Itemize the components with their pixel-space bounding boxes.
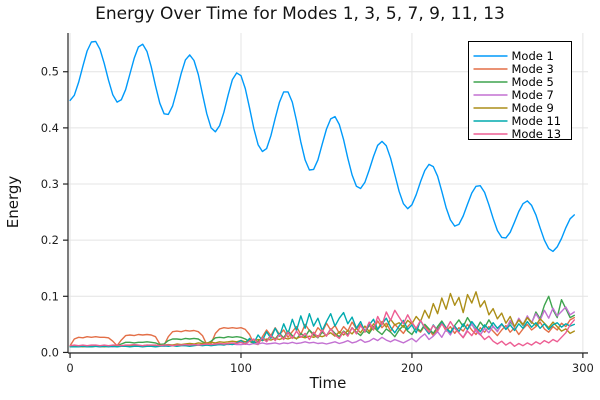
y-tick-label: 0.4: [41, 121, 59, 135]
y-axis-label: Energy: [4, 175, 22, 229]
x-tick-label: 200: [401, 361, 423, 375]
y-tick-label: 0.3: [41, 177, 59, 191]
series-line-mode-9: [69, 291, 575, 348]
data-series: [69, 40, 575, 348]
series-line-mode-13: [69, 309, 575, 347]
x-tick-label: 300: [572, 361, 594, 375]
y-tick-label: 0.1: [41, 289, 59, 303]
y-tick-label: 0.5: [41, 65, 59, 79]
legend-label: Mode 9: [512, 101, 554, 115]
y-tick-label: 0.2: [41, 233, 59, 247]
series-line-mode-1: [69, 40, 575, 253]
x-tick-label: 0: [66, 361, 73, 375]
legend-label: Mode 1: [512, 49, 554, 63]
y-tick-label: 0.0: [41, 345, 59, 359]
legend-label: Mode 3: [512, 62, 554, 76]
series-line-mode-5: [69, 295, 575, 347]
legend-label: Mode 7: [512, 88, 554, 102]
x-tick-label: 100: [230, 361, 252, 375]
chart-title: Energy Over Time for Modes 1, 3, 5, 7, 9…: [95, 4, 505, 24]
x-axis-label: Time: [309, 374, 347, 392]
legend-label: Mode 13: [512, 127, 562, 141]
axes: 0 100 200 300 0.0 0.1 0.2 0.3 0.4 0.5: [41, 33, 594, 375]
legend-label: Mode 11: [512, 114, 562, 128]
legend-label: Mode 5: [512, 75, 554, 89]
legend-box: [468, 41, 572, 140]
